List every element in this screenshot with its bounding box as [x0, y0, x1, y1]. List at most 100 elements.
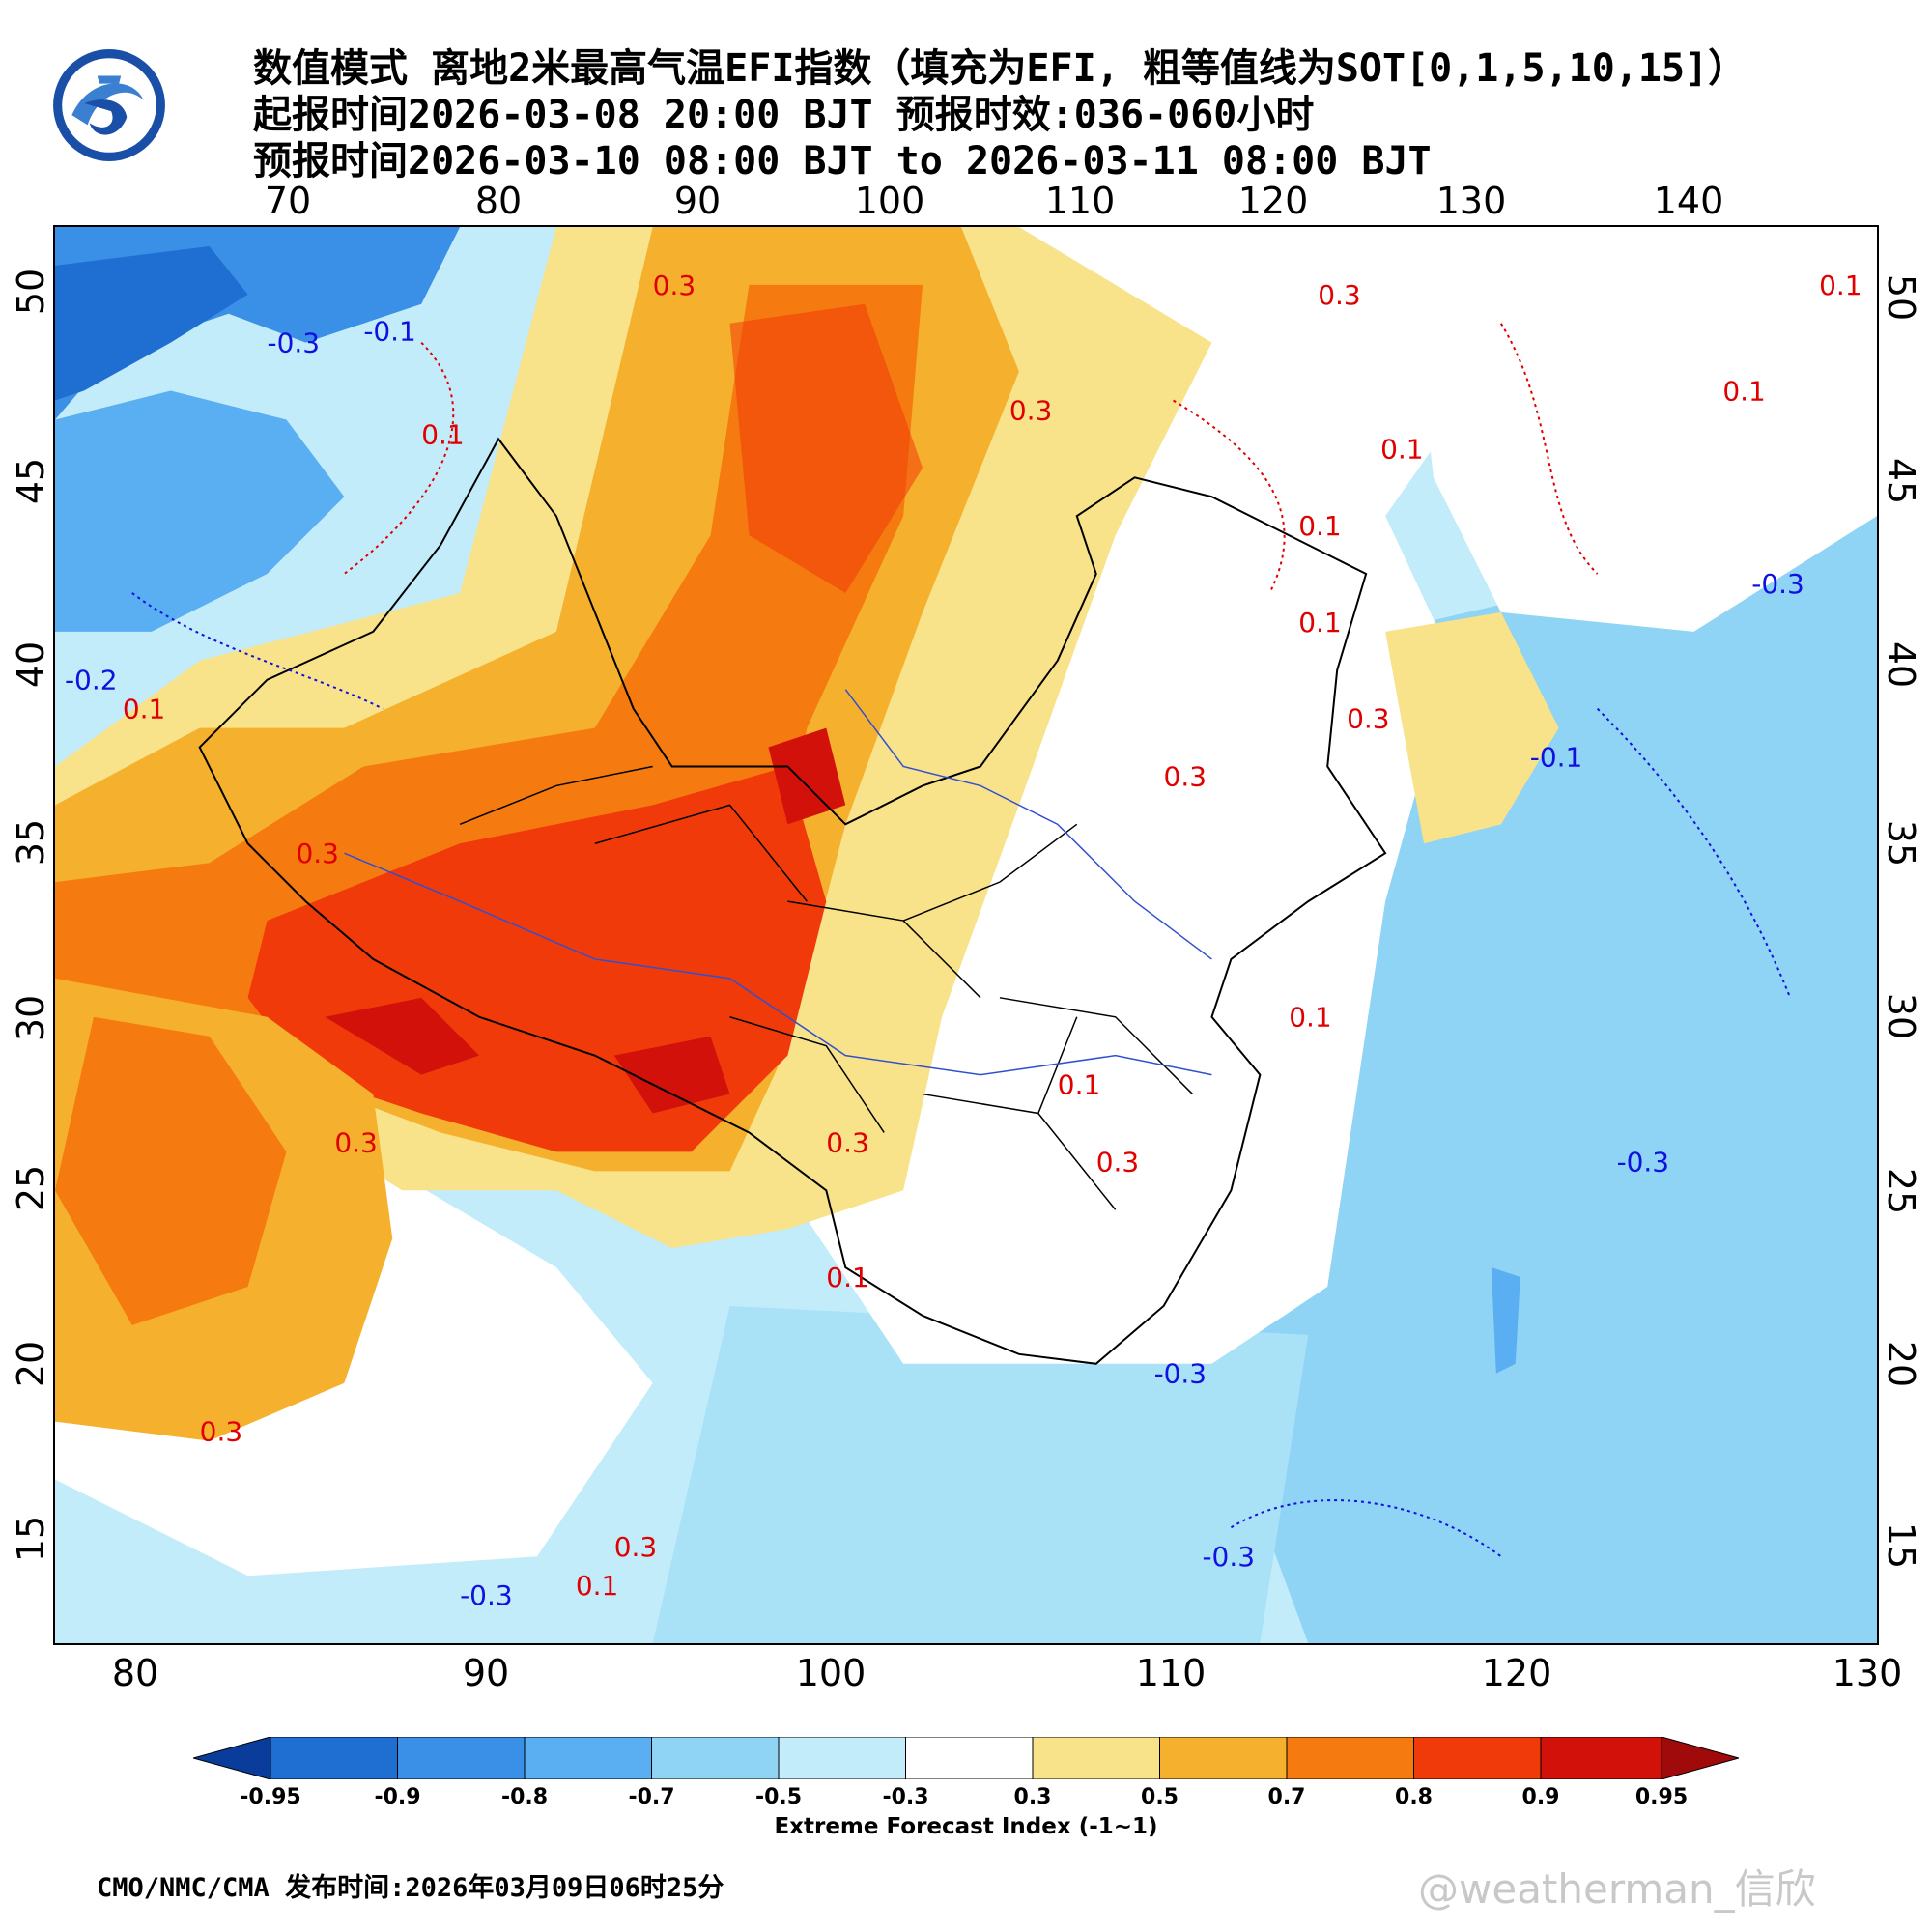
colorbar-swatch — [1286, 1737, 1414, 1779]
colorbar-label: -0.95 — [240, 1785, 301, 1809]
warm-mongolia — [729, 303, 923, 593]
weibo-watermark: @weatherman_信欣 — [1418, 1865, 1816, 1913]
contour-label: 0.1 — [1298, 510, 1341, 542]
contour-label: 0.3 — [334, 1126, 377, 1158]
contour-label: -0.1 — [363, 316, 416, 348]
cma-logo-icon — [53, 49, 165, 161]
bottom-lon-label: 100 — [795, 1652, 867, 1694]
top-lon-label: 110 — [1044, 180, 1116, 222]
river-lines — [344, 689, 1212, 1076]
top-lon-label: 100 — [854, 180, 925, 222]
china-border-line — [198, 437, 1387, 1365]
bottom-lon-label: 120 — [1481, 1652, 1552, 1694]
left-lat-label: 30 — [10, 994, 53, 1042]
province-lines — [459, 765, 1194, 1210]
efi-map: 0.3 0.3 0.1 0.3 -0.3 -0.1 0.1 0.1 0.1 -0… — [53, 225, 1879, 1645]
init-time: 起报时间2026-03-08 20:00 BJT 预报时效:036-060小时 — [253, 93, 1315, 137]
contour-label: 0.1 — [576, 1570, 618, 1602]
contour-label: -0.2 — [65, 665, 118, 696]
colorbar-swatch — [905, 1737, 1034, 1779]
contour-label: 0.1 — [123, 694, 165, 725]
south-field — [652, 1305, 1309, 1643]
contour-label: -0.3 — [1751, 568, 1804, 600]
efi-colorbar — [193, 1737, 1739, 1779]
colorbar-label: -0.5 — [754, 1785, 803, 1809]
contour-label: 0.3 — [653, 270, 696, 301]
neutral-russia-east — [1405, 227, 1877, 632]
colorbar-label: 0.8 — [1395, 1785, 1433, 1809]
contour-label: -0.3 — [1202, 1541, 1255, 1573]
top-lon-label: 70 — [264, 180, 312, 222]
hot-dark-red-core — [325, 727, 846, 1114]
right-lat-label: 30 — [1879, 992, 1922, 1040]
colorbar-swatch — [1540, 1737, 1662, 1779]
colorbar-swatch — [651, 1737, 780, 1779]
contour-label: 0.1 — [1819, 270, 1861, 301]
colorbar-swatch — [270, 1737, 398, 1779]
left-lat-label: 45 — [10, 457, 53, 505]
top-lon-label: 130 — [1435, 180, 1507, 222]
contour-label: 0.3 — [200, 1416, 242, 1448]
contour-label: -0.3 — [268, 327, 321, 359]
colorbar-title: Extreme Forecast Index (-1~1) — [774, 1814, 1158, 1839]
contour-label: -0.3 — [460, 1579, 513, 1611]
colorbar-swatch — [778, 1737, 906, 1779]
top-lon-label: 120 — [1237, 180, 1309, 222]
contour-label: -0.3 — [1154, 1358, 1208, 1390]
right-lat-label: 20 — [1879, 1340, 1922, 1388]
colorbar-label: -0.7 — [628, 1785, 675, 1809]
sot-contour-blue — [131, 592, 1792, 1558]
bottom-lon-label: 130 — [1832, 1652, 1903, 1694]
valid-time: 预报时间2026-03-10 08:00 BJT to 2026-03-11 0… — [253, 139, 1432, 184]
bottom-lon-label: 90 — [462, 1652, 510, 1694]
bottom-lon-label: 110 — [1135, 1652, 1207, 1694]
bottom-lon-label: 80 — [111, 1652, 159, 1694]
colorbar-swatch — [1413, 1737, 1542, 1779]
warm-northeast — [1385, 611, 1559, 844]
colorbar-label: 0.9 — [1521, 1785, 1560, 1809]
colorbar-right-arrow — [1661, 1737, 1739, 1779]
colorbar-label: 0.3 — [1013, 1785, 1052, 1809]
left-lat-label: 35 — [10, 818, 53, 867]
contour-label: 0.3 — [1347, 703, 1389, 735]
contour-label: 0.1 — [1058, 1069, 1100, 1101]
sot-contour-red — [343, 323, 1599, 594]
right-lat-label: 15 — [1879, 1521, 1922, 1570]
right-lat-label: 40 — [1879, 640, 1922, 689]
colorbar-label: 0.5 — [1141, 1785, 1179, 1809]
issue-time-footer: CMO/NMC/CMA 发布时间:2026年03月09日06时25分 — [97, 1873, 724, 1903]
colorbar-label: 0.95 — [1634, 1785, 1689, 1809]
contour-label: 0.3 — [826, 1126, 868, 1158]
colorbar-label: -0.9 — [374, 1785, 421, 1809]
cold-nw-core — [55, 245, 248, 401]
colorbar-swatch — [1032, 1737, 1160, 1779]
right-lat-label: 35 — [1879, 819, 1922, 867]
top-lon-label: 90 — [673, 180, 722, 222]
contour-label: -0.1 — [1530, 741, 1583, 773]
left-lat-label: 50 — [10, 268, 53, 316]
cool-nw-belt — [55, 390, 345, 632]
top-lon-label: 140 — [1653, 180, 1724, 222]
contour-label: 0.1 — [1380, 433, 1423, 465]
contour-label: 0.1 — [1289, 1002, 1331, 1034]
left-lat-label: 40 — [10, 640, 53, 689]
warm-india-core — [55, 1016, 287, 1325]
top-lon-label: 80 — [474, 180, 523, 222]
cool-taiwan — [1491, 1267, 1520, 1374]
colorbar-swatch — [1159, 1737, 1288, 1779]
right-lat-label: 50 — [1879, 273, 1922, 322]
contour-label: 0.3 — [1318, 279, 1360, 311]
colorbar-swatch — [397, 1737, 526, 1779]
left-lat-label: 15 — [10, 1515, 53, 1563]
contour-label: 0.3 — [296, 838, 338, 869]
contour-label: 0.1 — [1298, 607, 1341, 639]
left-lat-label: 20 — [10, 1340, 53, 1388]
colorbar-label: -0.8 — [500, 1785, 549, 1809]
contour-label: 0.3 — [1164, 760, 1207, 792]
colorbar-swatch — [524, 1737, 652, 1779]
map-title: 数值模式 离地2米最高气温EFI指数（填充为EFI, 粗等值线为SOT[0,1,… — [253, 46, 1747, 91]
contour-label: 0.1 — [1722, 376, 1765, 408]
colorbar-left-arrow — [193, 1737, 271, 1779]
contour-label: 0.1 — [826, 1262, 868, 1293]
right-lat-label: 45 — [1879, 457, 1922, 505]
